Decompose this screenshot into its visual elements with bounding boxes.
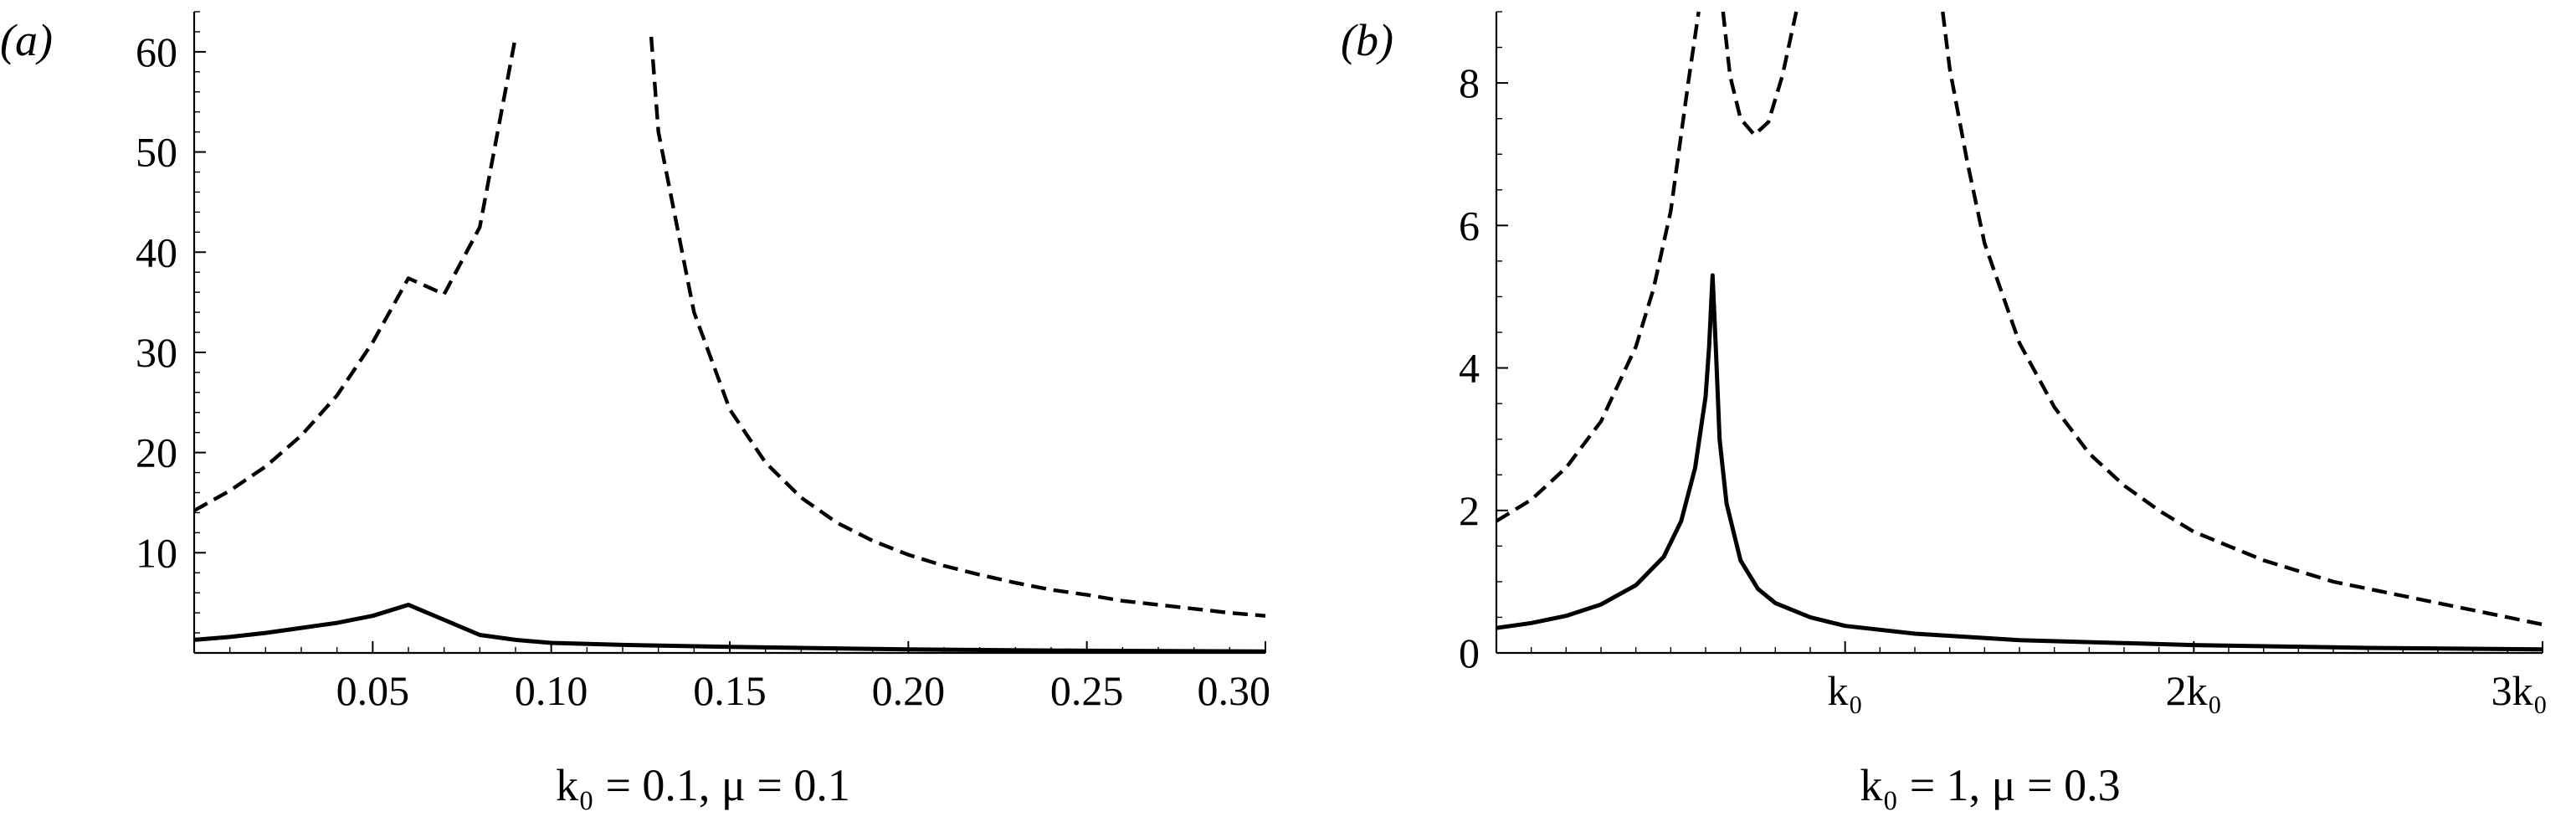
panel-a-x-tick-label: 0.15 (693, 667, 767, 714)
panel-a-dashed-curve (649, 36, 1266, 618)
panel-b-y-tick-label: 6 (1459, 202, 1480, 249)
panel-b-x-tick-label: 2k₀ (2166, 667, 2222, 714)
panel-b-x-tick-label: 3k₀ (2491, 667, 2548, 714)
panel-b-dashed-curve (1495, 11, 1701, 523)
panel-b-y-tick-label: 8 (1459, 59, 1480, 106)
panel-a-y-tick-label: 50 (136, 129, 177, 176)
panel-a-plot-area: 0.05 0.10 0.15 0.20 0.25 0.30 10 20 30 40 50 60 (136, 11, 1271, 714)
panel-b-y-tick-label: 0 (1459, 629, 1480, 676)
panel-a-y-tick-label: 10 (136, 529, 177, 576)
panel-b-caption: k₀ = 1, μ = 0.3 (1860, 760, 2120, 810)
panel-b-y-tick-label: 2 (1459, 487, 1480, 534)
panel-b-dashed-curve (1941, 11, 2543, 627)
panel-a-caption: k₀ = 0.1, μ = 0.1 (556, 760, 850, 810)
panel-a-x-tick-label: 0.10 (515, 667, 588, 714)
panel-b-dashed-curve (1721, 11, 1799, 137)
panel-b-y-tick-label: 4 (1459, 345, 1480, 392)
panel-a-y-tick-label: 30 (136, 329, 177, 376)
panel-a: (a) 0.05 0.10 0.15 0.20 0.25 0.30 10 20 30 40 50 60… (0, 11, 1271, 810)
panel-a-label: (a) (0, 15, 53, 65)
panel-a-x-tick-label: 0.30 (1198, 667, 1271, 714)
panel-a-x-tick-label: 0.05 (336, 667, 410, 714)
panel-b: (b) k₀ 2k₀ 3k₀ 0 2 4 6 8 k₀ = 1, μ = 0.3 (1341, 11, 2548, 810)
panel-b-solid-curve (1496, 273, 2543, 652)
panel-a-solid-curve (193, 603, 1266, 654)
panel-a-y-tick-label: 60 (136, 28, 177, 75)
panel-b-plot-area: k₀ 2k₀ 3k₀ 0 2 4 6 8 (1459, 11, 2548, 714)
panel-a-x-tick-label: 0.20 (872, 667, 946, 714)
panel-a-y-tick-label: 40 (136, 229, 177, 275)
panel-a-y-tick-label: 20 (136, 429, 177, 476)
panel-b-label: (b) (1341, 15, 1393, 65)
panel-b-x-tick-label: k₀ (1827, 667, 1862, 714)
panel-a-dashed-curve (192, 36, 518, 512)
panel-a-x-tick-label: 0.25 (1050, 667, 1124, 714)
